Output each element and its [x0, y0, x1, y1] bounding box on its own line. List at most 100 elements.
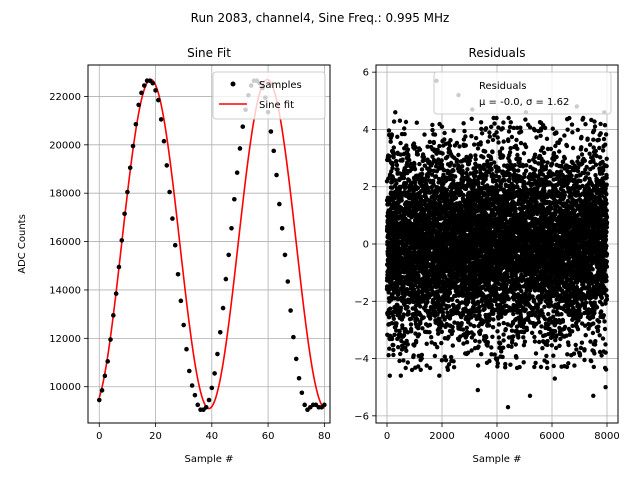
residual-point [479, 126, 484, 132]
residual-point [506, 138, 511, 144]
residual-point [465, 167, 470, 172]
sample-point [187, 368, 192, 374]
sample-point [322, 402, 327, 408]
sample-point [161, 138, 167, 144]
residual-point [431, 178, 436, 184]
residual-point [402, 302, 407, 307]
residual-point [421, 155, 427, 160]
residual-point [515, 292, 521, 297]
residual-point [428, 168, 433, 173]
residual-point [494, 130, 499, 135]
residual-point [387, 154, 392, 159]
residual-point [506, 129, 512, 134]
sample-point [277, 201, 282, 207]
residual-point [404, 348, 409, 353]
residual-point [450, 343, 455, 348]
residual-point [405, 330, 410, 335]
sample-point [150, 80, 156, 86]
residual-point [445, 367, 451, 372]
sample-point [293, 356, 299, 362]
sample-point [302, 402, 307, 408]
residual-point [389, 278, 394, 283]
residual-point [453, 174, 458, 179]
sample-point [175, 271, 181, 277]
residual-point [483, 126, 489, 131]
residual-point [511, 311, 516, 317]
residual-point [390, 162, 395, 167]
residual-point [414, 120, 419, 125]
residual-point [509, 344, 514, 349]
residual-point [415, 185, 421, 191]
residual-point [431, 139, 436, 145]
residual-point [386, 315, 392, 320]
residual-point [424, 363, 429, 368]
sine-fit-legend-box [212, 71, 326, 120]
residual-point [459, 321, 464, 326]
residual-point [500, 153, 506, 159]
sample-point [125, 189, 130, 195]
residual-point [483, 149, 488, 154]
residual-point [487, 323, 492, 328]
residual-point [440, 151, 445, 156]
residual-point [463, 143, 468, 148]
sine-fit-grid [88, 65, 330, 423]
sample-point [229, 225, 234, 231]
residual-point [517, 156, 523, 162]
sample-point [268, 129, 274, 134]
residual-point [515, 152, 520, 158]
residual-point [437, 316, 442, 321]
residual-point [501, 139, 506, 144]
residual-point [517, 364, 522, 370]
residual-point [391, 151, 397, 157]
residual-point [490, 149, 495, 155]
residual-point [433, 174, 439, 179]
sine-fit-ytick-label: 18000 [49, 189, 81, 200]
residual-point [430, 172, 435, 177]
residual-point [415, 152, 420, 157]
residual-point [510, 338, 515, 343]
residual-point [516, 335, 521, 340]
sample-point [102, 373, 108, 379]
residual-point [409, 329, 414, 334]
residual-point [397, 329, 402, 334]
residual-point [473, 135, 479, 141]
residual-point [501, 332, 506, 337]
sine-fit-xlabel: Sample # [184, 454, 233, 465]
residual-point [496, 322, 502, 327]
residual-point [397, 118, 403, 123]
residual-point [394, 162, 400, 168]
residual-point [418, 312, 423, 318]
sample-point [184, 346, 189, 352]
residual-point [490, 334, 495, 339]
sine-fit-ytick-label: 20000 [49, 140, 81, 151]
residual-point [427, 139, 432, 145]
sample-point [215, 351, 220, 357]
residual-point [424, 181, 429, 187]
residual-point [394, 181, 399, 186]
legend-samples-marker [230, 81, 236, 87]
sample-point [111, 313, 116, 318]
residual-point [503, 327, 508, 332]
residual-point [479, 131, 485, 136]
residual-point [475, 363, 481, 368]
residual-point [418, 304, 423, 309]
residual-point [423, 177, 428, 183]
residual-point [439, 358, 445, 363]
residual-point [487, 358, 492, 364]
sample-point [192, 392, 198, 398]
residual-point [418, 367, 423, 372]
sample-point [189, 383, 195, 388]
residual-point [396, 345, 401, 350]
sample-point [209, 385, 215, 391]
residual-point [420, 326, 425, 331]
residual-point [401, 312, 406, 317]
sample-point [240, 124, 246, 129]
residual-point [496, 174, 502, 180]
residual-point [389, 169, 394, 174]
residual-point [401, 284, 406, 289]
residual-point [392, 332, 397, 337]
residual-point [417, 161, 422, 167]
sine-fit-xtick-label: 80 [318, 431, 331, 442]
residual-point [454, 157, 459, 163]
